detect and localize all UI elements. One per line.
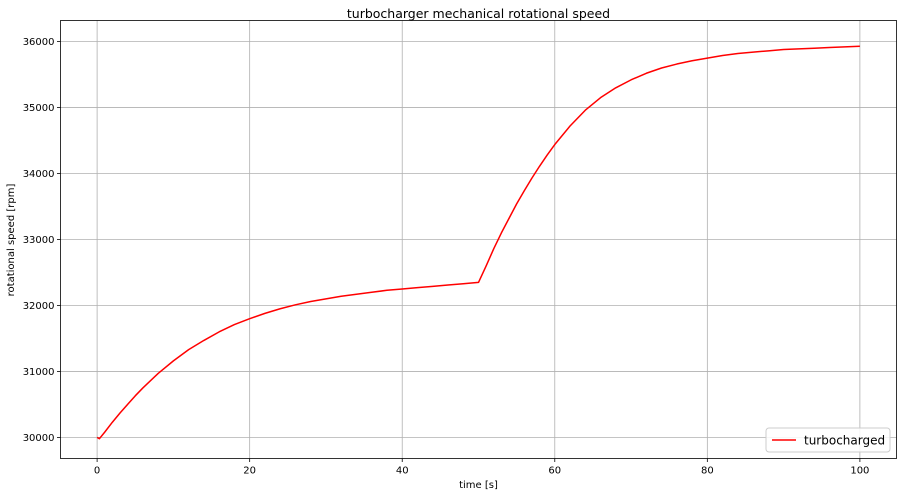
y-tick-label: 35000	[23, 103, 55, 114]
x-axis-label: time [s]	[459, 480, 498, 491]
x-tick-label: 60	[548, 466, 561, 477]
series-line-turbocharged	[96, 45, 860, 440]
plot-area	[96, 45, 860, 440]
y-tick-label: 31000	[23, 367, 55, 378]
y-axis-ticks: 30000 31000 32000 33000 34000 35000 36000	[23, 37, 61, 444]
x-axis-ticks: 0 20 40 60 80 100	[94, 458, 869, 477]
x-tick-label: 20	[243, 466, 256, 477]
chart-title: turbocharger mechanical rotational speed	[347, 6, 610, 21]
y-tick-label: 33000	[23, 235, 55, 246]
x-tick-label: 100	[850, 466, 869, 477]
y-axis-label: rotational speed [rpm]	[6, 184, 17, 297]
y-tick-label: 34000	[23, 169, 55, 180]
x-tick-label: 40	[396, 466, 409, 477]
y-tick-label: 36000	[23, 37, 55, 48]
x-tick-label: 0	[94, 466, 100, 477]
grid	[60, 20, 897, 459]
y-tick-label: 32000	[23, 301, 55, 312]
legend: turbocharged	[765, 427, 891, 453]
x-tick-label: 80	[701, 466, 714, 477]
y-tick-label: 30000	[23, 433, 55, 444]
legend-label-turbocharged: turbocharged	[804, 434, 885, 448]
legend-box	[765, 427, 891, 453]
